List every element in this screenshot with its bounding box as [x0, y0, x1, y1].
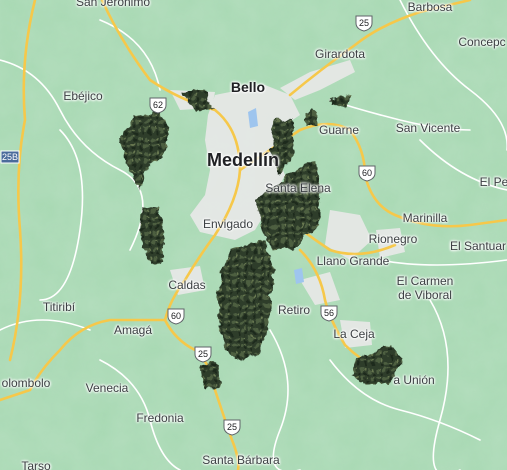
- place-label-tarso[interactable]: Tarso: [21, 459, 51, 470]
- place-label-el-santuario[interactable]: El Santuar: [449, 239, 507, 253]
- shield-icon: [149, 97, 167, 114]
- shield-icon: [167, 308, 185, 325]
- place-label-barbosa[interactable]: Barbosa: [407, 0, 453, 14]
- place-label-girardota[interactable]: Girardota: [314, 47, 366, 61]
- route-number: 25: [358, 18, 369, 28]
- shield-icon: [358, 165, 376, 182]
- place-label-envigado[interactable]: Envigado: [202, 217, 254, 231]
- route-shield-route-25-north[interactable]: 25: [354, 14, 374, 32]
- place-label-venecia[interactable]: Venecia: [85, 381, 129, 395]
- place-label-ebejico[interactable]: Ebéjico: [63, 89, 103, 103]
- route-number: 25: [197, 349, 208, 359]
- shield-icon: [320, 305, 338, 322]
- place-label-santa-elena[interactable]: Santa Elena: [265, 181, 331, 195]
- forest-overlay: [118, 90, 402, 390]
- water-bodies: [248, 108, 304, 284]
- place-label-la-union[interactable]: a Unión: [393, 373, 435, 387]
- place-label-el-penol[interactable]: El Pe: [479, 175, 507, 189]
- shield-icon: [194, 346, 212, 363]
- place-label-retiro[interactable]: Retiro: [277, 303, 311, 317]
- route-shield-route-62[interactable]: 62: [148, 96, 168, 114]
- route-shield-route-56[interactable]: 56: [319, 304, 339, 322]
- route-number: 62: [152, 100, 163, 110]
- place-label-caldas[interactable]: Caldas: [168, 278, 206, 292]
- place-label-marinilla[interactable]: Marinilla: [402, 211, 448, 225]
- route-shield-route-25-far-south[interactable]: 25: [222, 418, 242, 436]
- place-label-san-jeronimo[interactable]: San Jerónimo: [75, 0, 151, 9]
- route-shield-route-60-south[interactable]: 60: [166, 307, 186, 325]
- place-label-guarne[interactable]: Guarne: [318, 123, 360, 137]
- place-label-titiribi[interactable]: Titiribí: [42, 300, 76, 314]
- place-label-santa-barbara[interactable]: Santa Bárbara: [202, 453, 280, 467]
- place-label-amaga[interactable]: Amagá: [113, 323, 153, 337]
- route-number: 25B: [1, 152, 18, 162]
- route-shield-route-25b[interactable]: 25B: [0, 150, 20, 168]
- route-number: 60: [361, 168, 372, 178]
- place-label-fredonia[interactable]: Fredonia: [136, 411, 184, 425]
- route-shield-route-25-south[interactable]: 25: [193, 345, 213, 363]
- route-shield-route-60-east[interactable]: 60: [357, 164, 377, 182]
- route-number: 60: [170, 311, 181, 321]
- shield-icon: [355, 15, 373, 32]
- place-label-olombolo[interactable]: olombolo: [1, 376, 51, 390]
- place-label-de-viboral[interactable]: de Viboral: [398, 288, 452, 302]
- place-label-rionegro[interactable]: Rionegro: [368, 232, 418, 246]
- route-number: 25: [226, 422, 237, 432]
- place-label-el-carmen[interactable]: El Carmen: [396, 274, 454, 288]
- place-label-medellin[interactable]: Medellín: [206, 150, 280, 170]
- place-label-llano-grande[interactable]: Llano Grande: [316, 254, 390, 268]
- shield-icon: [223, 419, 241, 436]
- shield-icon: [0, 150, 20, 164]
- place-label-san-vicente[interactable]: San Vicente: [395, 121, 461, 135]
- place-label-la-ceja[interactable]: La Ceja: [333, 327, 375, 341]
- route-number: 56: [323, 308, 334, 318]
- place-label-bello[interactable]: Bello: [230, 79, 266, 95]
- place-label-concepcion[interactable]: Concepc: [458, 35, 506, 49]
